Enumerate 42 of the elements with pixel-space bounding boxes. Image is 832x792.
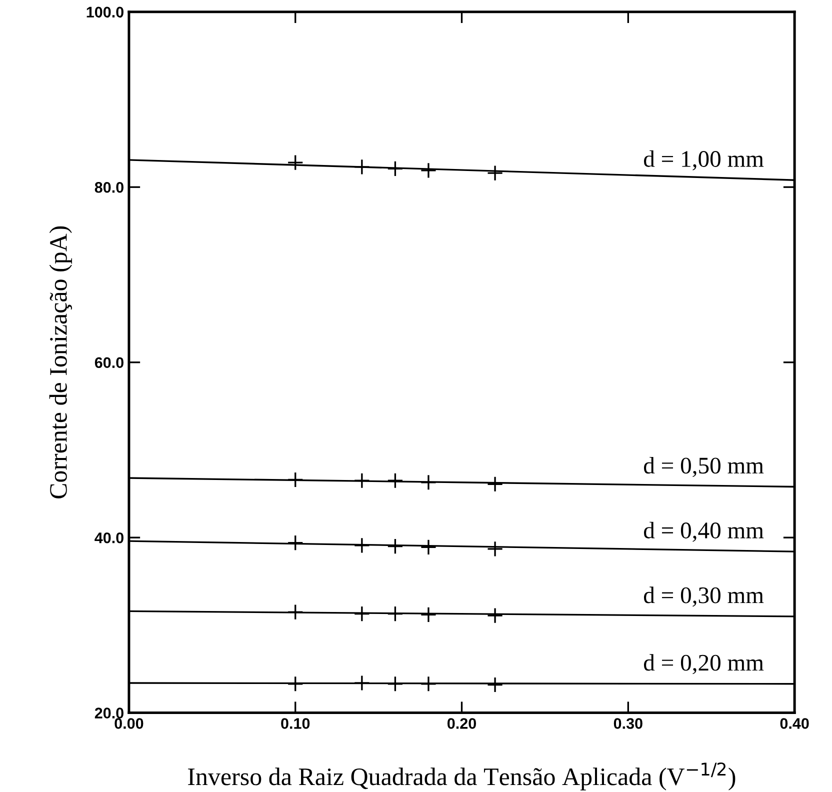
point [354, 606, 370, 622]
y-axis-title: Corrente de Ionização (pA) [49, 226, 72, 498]
point [420, 676, 437, 692]
x-tick-label: 0.30 [614, 718, 642, 729]
point [420, 539, 437, 556]
point [287, 472, 304, 488]
series-label: d = 0,20 mm [644, 654, 764, 674]
point [387, 472, 404, 489]
y-tick-label: 20.0 [94, 708, 124, 718]
point [420, 606, 437, 623]
x-axis-title: Inverso da Raiz Quadrada da Tensão Aplicada (V$^{−1/2}$) [188, 762, 736, 790]
x-tick-label: 0.10 [281, 718, 310, 729]
point [354, 537, 370, 554]
x-tick-label: 0.40 [780, 718, 809, 729]
point [287, 676, 304, 692]
point [486, 540, 504, 558]
legend-label: d = 0,40 mm [644, 522, 764, 542]
point [354, 472, 370, 489]
point [287, 534, 304, 551]
point [387, 160, 404, 177]
point [420, 162, 437, 179]
series-label: d = 1,00 mm [644, 150, 764, 170]
point [486, 676, 504, 693]
point [387, 538, 404, 554]
y-tick-label: 40.0 [94, 532, 124, 544]
point [486, 476, 504, 492]
series-label: d = 0,50 mm [644, 457, 764, 478]
y-tick-label: 100.0 [86, 6, 124, 18]
y-tick-label: 80.0 [94, 182, 124, 193]
series-label: d = 0,30 mm [644, 586, 764, 607]
x-tick-label: 0.00 [114, 718, 144, 729]
point [420, 474, 437, 490]
point [387, 676, 404, 692]
y-tick-label: 60.0 [94, 357, 124, 368]
point [354, 674, 370, 692]
point [287, 154, 304, 171]
point [486, 607, 504, 624]
x-tick-label: 0.20 [448, 718, 476, 729]
point [486, 164, 504, 182]
point [387, 606, 404, 622]
point [354, 158, 370, 176]
point [287, 604, 304, 620]
